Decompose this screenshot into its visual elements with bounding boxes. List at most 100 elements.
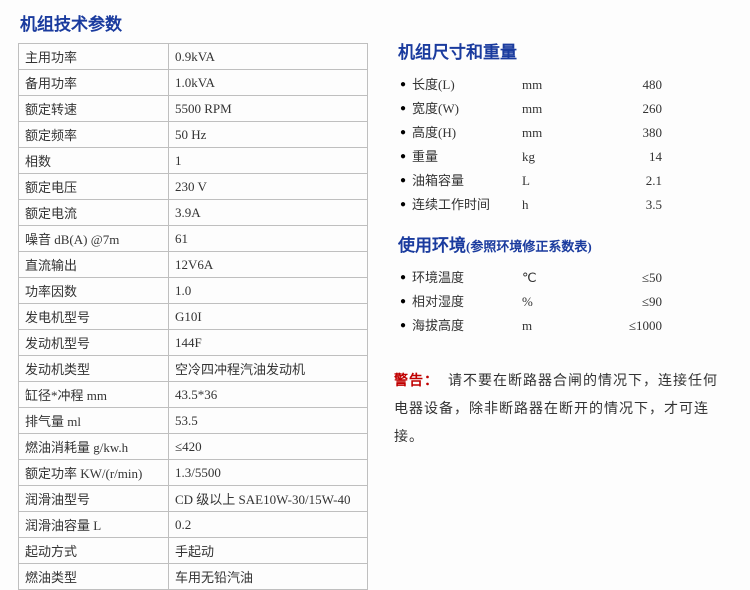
item-value: 260 <box>602 97 662 121</box>
item-value: ≤1000 <box>602 314 662 338</box>
table-row: 备用功率1.0kVA <box>19 70 368 96</box>
bullet-icon: ● <box>400 314 406 338</box>
list-item: ●重量kg14 <box>400 145 732 169</box>
bullet-icon: ● <box>400 266 406 290</box>
env-title-main: 使用环境 <box>398 236 466 255</box>
item-value: 14 <box>602 145 662 169</box>
table-row: 额定电流3.9A <box>19 200 368 226</box>
table-row: 润滑油型号CD 级以上 SAE10W-30/15W-40 <box>19 486 368 512</box>
spec-key: 发电机型号 <box>19 304 169 330</box>
spec-key: 额定功率 KW/(r/min) <box>19 460 169 486</box>
list-item: ●环境温度℃≤50 <box>400 266 732 290</box>
item-unit: % <box>522 290 602 314</box>
bullet-icon: ● <box>400 145 406 169</box>
item-unit: mm <box>522 121 602 145</box>
spec-key: 燃油消耗量 g/kw.h <box>19 434 169 460</box>
list-item: ●长度(L)mm480 <box>400 73 732 97</box>
table-row: 发动机类型空冷四冲程汽油发动机 <box>19 356 368 382</box>
item-unit: h <box>522 193 602 217</box>
spec-value: 53.5 <box>169 408 368 434</box>
bullet-icon: ● <box>400 73 406 97</box>
list-item: ●高度(H)mm380 <box>400 121 732 145</box>
item-value: 480 <box>602 73 662 97</box>
list-item: ●海拔高度m≤1000 <box>400 314 732 338</box>
list-item: ●连续工作时间h3.5 <box>400 193 732 217</box>
spec-key: 排气量 ml <box>19 408 169 434</box>
spec-key: 燃油类型 <box>19 564 169 590</box>
warning-block: 警告： 请不要在断路器合闸的情况下，连接任何电器设备，除非断路器在断开的情况下，… <box>392 368 732 452</box>
spec-value: 5500 RPM <box>169 96 368 122</box>
spec-key: 备用功率 <box>19 70 169 96</box>
spec-value: 3.9A <box>169 200 368 226</box>
spec-value: 1.0 <box>169 278 368 304</box>
bullet-icon: ● <box>400 290 406 314</box>
item-label: 高度(H) <box>412 121 522 145</box>
spec-value: 车用无铅汽油 <box>169 564 368 590</box>
spec-value: 12V6A <box>169 252 368 278</box>
spec-value: 0.2 <box>169 512 368 538</box>
table-row: 额定功率 KW/(r/min)1.3/5500 <box>19 460 368 486</box>
table-row: 起动方式手起动 <box>19 538 368 564</box>
list-item: ●宽度(W)mm260 <box>400 97 732 121</box>
spec-value: CD 级以上 SAE10W-30/15W-40 <box>169 486 368 512</box>
spec-key: 相数 <box>19 148 169 174</box>
table-row: 噪音 dB(A) @7m61 <box>19 226 368 252</box>
item-label: 连续工作时间 <box>412 193 522 217</box>
env-list: ●环境温度℃≤50●相对湿度%≤90●海拔高度m≤1000 <box>392 266 732 338</box>
bullet-icon: ● <box>400 121 406 145</box>
item-value: 3.5 <box>602 193 662 217</box>
spec-key: 主用功率 <box>19 44 169 70</box>
spec-value: 50 Hz <box>169 122 368 148</box>
env-title-sub: (参照环境修正系数表) <box>466 239 592 254</box>
spec-key: 噪音 dB(A) @7m <box>19 226 169 252</box>
bullet-icon: ● <box>400 169 406 193</box>
item-label: 环境温度 <box>412 266 522 290</box>
table-row: 燃油消耗量 g/kw.h≤420 <box>19 434 368 460</box>
table-row: 润滑油容量 L0.2 <box>19 512 368 538</box>
left-column: 机组技术参数 主用功率0.9kVA备用功率1.0kVA额定转速5500 RPM额… <box>18 10 368 490</box>
dims-title: 机组尺寸和重量 <box>392 38 732 63</box>
spec-value: 144F <box>169 330 368 356</box>
table-row: 燃油类型车用无铅汽油 <box>19 564 368 590</box>
item-unit: kg <box>522 145 602 169</box>
spec-key: 额定频率 <box>19 122 169 148</box>
item-unit: m <box>522 314 602 338</box>
list-item: ●油箱容量L2.1 <box>400 169 732 193</box>
table-row: 额定频率50 Hz <box>19 122 368 148</box>
table-row: 功率因数1.0 <box>19 278 368 304</box>
item-value: 380 <box>602 121 662 145</box>
spec-value: 空冷四冲程汽油发动机 <box>169 356 368 382</box>
table-row: 额定转速5500 RPM <box>19 96 368 122</box>
spec-key: 起动方式 <box>19 538 169 564</box>
env-title: 使用环境(参照环境修正系数表) <box>392 231 732 256</box>
table-row: 排气量 ml53.5 <box>19 408 368 434</box>
warning-text: 请不要在断路器合闸的情况下，连接任何电器设备，除非断路器在断开的情况下，才可连接… <box>394 374 718 445</box>
item-value: ≤90 <box>602 290 662 314</box>
spec-key: 发动机型号 <box>19 330 169 356</box>
spec-value: 230 V <box>169 174 368 200</box>
table-row: 发动机型号144F <box>19 330 368 356</box>
item-unit: L <box>522 169 602 193</box>
spec-value: 0.9kVA <box>169 44 368 70</box>
spec-key: 额定转速 <box>19 96 169 122</box>
tech-title: 机组技术参数 <box>18 10 368 35</box>
spec-value: 1.3/5500 <box>169 460 368 486</box>
table-row: 直流输出12V6A <box>19 252 368 278</box>
bullet-icon: ● <box>400 97 406 121</box>
item-value: 2.1 <box>602 169 662 193</box>
item-label: 长度(L) <box>412 73 522 97</box>
item-unit: mm <box>522 73 602 97</box>
spec-value: 43.5*36 <box>169 382 368 408</box>
spec-key: 缸径*冲程 mm <box>19 382 169 408</box>
item-value: ≤50 <box>602 266 662 290</box>
item-unit: mm <box>522 97 602 121</box>
spec-key: 润滑油容量 L <box>19 512 169 538</box>
item-label: 油箱容量 <box>412 169 522 193</box>
spec-key: 额定电流 <box>19 200 169 226</box>
spec-value: 61 <box>169 226 368 252</box>
spec-value: 1.0kVA <box>169 70 368 96</box>
spec-key: 额定电压 <box>19 174 169 200</box>
table-row: 相数1 <box>19 148 368 174</box>
right-column: 机组尺寸和重量 ●长度(L)mm480●宽度(W)mm260●高度(H)mm38… <box>392 10 732 490</box>
bullet-icon: ● <box>400 193 406 217</box>
